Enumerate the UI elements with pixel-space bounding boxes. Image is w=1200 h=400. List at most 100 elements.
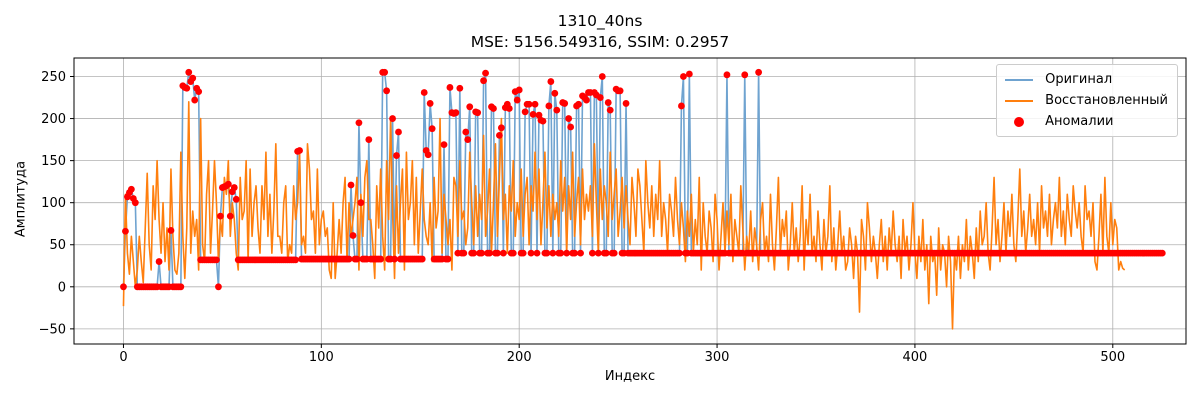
anomaly-point [490,105,497,112]
anomaly-point [529,110,537,118]
anomaly-point [521,108,529,116]
anomaly-point [616,87,624,95]
anomaly-point [462,128,470,136]
anomaly-point [232,195,240,203]
anomaly-point [610,249,618,257]
anomaly-point [545,102,553,110]
anomaly-point [499,249,507,257]
anomaly-point [122,227,129,235]
anomaly-point [482,69,489,77]
x-tick-label: 0 [119,350,127,365]
x-tick-label: 500 [1100,350,1125,365]
anomaly-point [515,86,523,94]
anomaly-point [444,255,452,263]
anomaly-point [496,131,503,139]
anomaly-point [519,249,527,257]
anomaly-point [189,74,197,82]
anomaly-point [177,283,185,291]
anomaly-point [531,100,539,108]
anomaly-point [497,124,505,132]
y-axis-label: Амплитуда [13,160,29,238]
anomaly-point [565,115,573,122]
anomaly-point [470,249,478,257]
anomaly-point [440,141,448,149]
anomaly-point [155,258,163,265]
plot-frame [73,57,1187,345]
anomaly-point [561,100,569,107]
anomaly-point [602,249,610,257]
grid [74,58,1186,344]
anomaly-point [741,71,749,79]
anomaly-point [131,199,139,207]
anomaly-point [217,212,224,220]
anomaly-point [604,99,612,106]
anomaly-point [213,256,220,264]
legend-swatch-reconstructed [1005,95,1034,107]
anomaly-point [383,87,391,95]
anomaly-point [195,88,203,96]
anomaly-point [183,84,191,92]
y-tick-label: 250 [41,70,66,85]
chart-title: 1310_40ns [557,12,643,30]
anomaly-point [446,84,454,91]
legend-swatch-original [1005,74,1034,86]
anomaly-point [543,249,551,257]
anomaly-point [551,89,559,97]
anomaly-point [575,100,582,108]
anomaly-point [296,147,303,154]
anomaly-point [389,115,396,122]
series-layer [120,68,1166,330]
anomaly-point [680,73,687,80]
anomaly-point [583,96,590,104]
anomaly-point [596,94,604,101]
x-tick-label: 400 [903,350,928,365]
anomaly-point [509,249,517,257]
anomaly-point [365,136,373,143]
anomaly-point [527,249,535,257]
anomaly-point [353,255,361,263]
axes: 0 100 200 300 400 500 −50 0 50 100 150 200 250 [39,57,1187,365]
anomaly-point [723,71,731,79]
anomaly-point [486,249,493,257]
y-tick-label: 150 [41,154,66,169]
anomaly-point [755,68,763,76]
anomaly-point [622,100,630,107]
legend-label-anomalies: Аномалии [1045,114,1114,129]
anomaly-point [563,249,571,257]
anomaly-point [393,152,400,159]
anomaly-point [571,249,578,257]
anomaly-point [185,68,193,76]
anomaly-point [349,232,357,239]
legend-item-original: Оригинал [1005,69,1168,90]
anomaly-point [478,249,485,257]
legend-label-original: Оригинал [1045,72,1113,87]
anomaly-point [494,249,501,257]
anomaly-point [460,249,468,257]
anomaly-point [377,255,385,263]
anomaly-point [345,255,353,263]
y-tick-label: 50 [49,238,66,253]
anomaly-point [452,109,460,117]
anomaly-point [395,128,402,136]
legend-swatch-anomalies [1005,116,1033,128]
y-tick-label: 0 [58,280,66,295]
chart-subtitle: MSE: 5156.549316, SSIM: 0.2957 [470,33,730,51]
anomaly-point [381,68,389,76]
anomaly-point [292,256,300,264]
anomaly-point [224,180,232,188]
anomaly-point [424,151,432,159]
anomaly-point [549,249,557,257]
x-axis-label: Индекс [604,369,656,384]
anomaly-point [676,249,683,257]
anomaly-point [598,73,606,80]
anomaly-point [594,249,602,257]
anomaly-point [505,105,513,112]
anomaly-point [533,249,541,257]
legend-item-reconstructed: Восстановленный [1005,90,1168,111]
anomaly-point [547,78,555,85]
anomaly-point [525,100,533,108]
anomaly-point [355,119,363,127]
anomaly-point [474,109,482,117]
